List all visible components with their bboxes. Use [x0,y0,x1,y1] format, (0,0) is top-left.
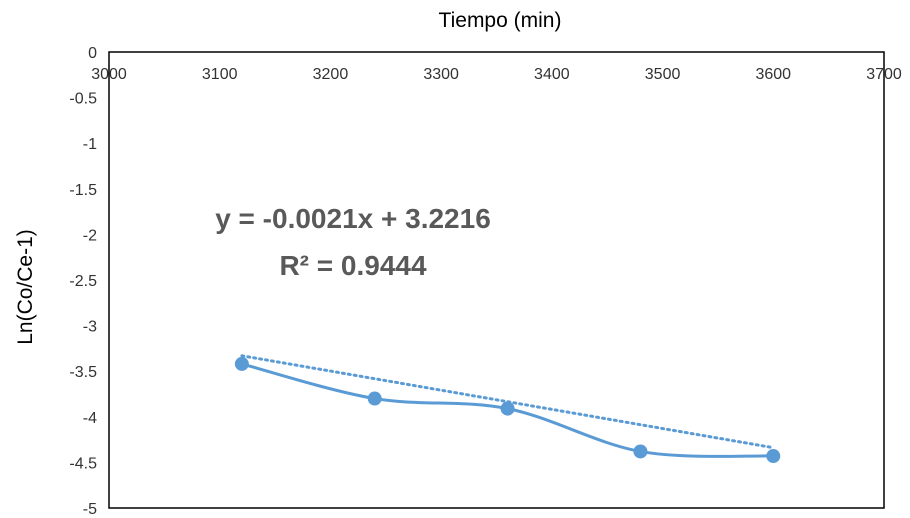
plot-area-frame [108,51,885,509]
y-tick-label: -1.5 [69,182,97,199]
data-point [633,444,648,459]
y-tick-label: 0 [88,45,97,62]
trendline-equation: y = -0.0021x + 3.2216 [215,203,491,234]
x-tick-label: 3600 [755,66,791,83]
x-tick-label: 3000 [91,66,127,83]
series-layer [234,354,781,464]
trendline-r-squared: R² = 0.9444 [279,250,427,281]
y-tick-label: -2.5 [69,273,97,290]
y-tick-label: -5 [83,501,97,518]
y-tick-label: -3.5 [69,364,97,381]
x-tick-label: 3400 [534,66,570,83]
y-tick-label: -3 [83,319,97,336]
y-tick-label: -0.5 [69,91,97,108]
y-tick-label: -2 [83,227,97,244]
data-point [367,391,382,406]
x-tick-label: 3100 [202,66,238,83]
x-tick-label: 3700 [866,66,902,83]
y-tick-label: -4.5 [69,455,97,472]
y-tick-labels: 0 -0.5 -1 -1.5 -2 -2.5 -3 -3.5 -4 -4.5 -5 [69,45,97,518]
y-tick-label: -4 [83,410,97,427]
x-tick-labels: 3000 3100 3200 3300 3400 3500 3600 3700 [91,66,902,83]
x-tick-label: 3200 [313,66,349,83]
y-tick-label: -1 [83,136,97,153]
x-tick-label: 3300 [423,66,459,83]
data-point [766,449,781,464]
x-tick-label: 3500 [645,66,681,83]
data-point [234,356,249,371]
x-axis-title: Tiempo (min) [439,9,562,32]
data-point [500,401,515,416]
y-axis-title: Ln(Co/Ce-1) [14,229,37,345]
